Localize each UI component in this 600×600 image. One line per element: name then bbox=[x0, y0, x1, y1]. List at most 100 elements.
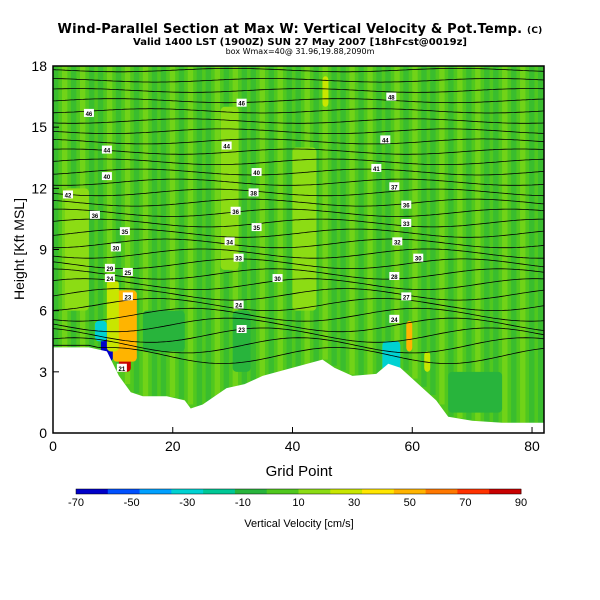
isentrope-label: 24 bbox=[233, 300, 244, 310]
velocity-streak bbox=[277, 66, 283, 372]
velocity-streak bbox=[475, 66, 481, 421]
isentrope-label-text: 40 bbox=[104, 175, 111, 181]
isentrope-line bbox=[53, 288, 544, 301]
isentrope-label: 35 bbox=[119, 227, 130, 236]
isentrope-line bbox=[53, 298, 544, 311]
velocity-streak bbox=[340, 66, 346, 371]
isentrope-label-box bbox=[401, 292, 412, 301]
isentrope-label-box bbox=[272, 274, 283, 283]
isentrope-line bbox=[53, 327, 544, 343]
velocity-cell bbox=[424, 351, 431, 372]
isentrope-label: 36 bbox=[89, 210, 100, 220]
isentrope-label: 28 bbox=[389, 272, 400, 281]
isentrope-label-text: 24 bbox=[107, 277, 114, 283]
terrain bbox=[53, 347, 544, 433]
title-mark: (C) bbox=[527, 26, 543, 36]
isentrope-label-text: 24 bbox=[235, 304, 242, 310]
velocity-streak bbox=[214, 66, 221, 397]
isentrope-line bbox=[53, 248, 544, 259]
velocity-cell bbox=[448, 371, 503, 413]
isentrope-label-text: 36 bbox=[92, 214, 99, 220]
velocity-streak bbox=[466, 66, 472, 420]
isentrope-line bbox=[53, 118, 544, 124]
velocity-streak bbox=[187, 66, 194, 405]
chart-title: Wind-Parallel Section at Max W: Vertical… bbox=[57, 22, 543, 37]
isentrope-label: 29 bbox=[104, 263, 115, 273]
velocity-streak bbox=[268, 66, 274, 375]
velocity-streak bbox=[376, 66, 382, 374]
colorbar-swatch bbox=[203, 489, 236, 494]
isentrope-label-text: 44 bbox=[104, 149, 111, 155]
isentrope-label: 41 bbox=[371, 163, 382, 173]
isentrope-label-text: 44 bbox=[382, 138, 389, 144]
velocity-cell bbox=[406, 320, 413, 352]
isentrope-line bbox=[53, 307, 544, 322]
isentrope-label-box bbox=[389, 272, 400, 281]
velocity-streak bbox=[493, 66, 499, 423]
isentrope-label: 30 bbox=[110, 243, 121, 252]
colorbar-swatch bbox=[76, 489, 109, 494]
y-tick-label: 12 bbox=[31, 180, 47, 196]
colorbar-label: Vertical Velocity [cm/s] bbox=[244, 518, 353, 530]
velocity-streak bbox=[538, 66, 544, 423]
isentrope-line bbox=[53, 317, 544, 333]
isentrope-label-text: 36 bbox=[403, 204, 410, 210]
isentrope-label-box bbox=[101, 145, 112, 154]
isentrope-label-box bbox=[236, 98, 247, 107]
isentrope-label-box bbox=[224, 237, 235, 246]
y-tick-label: 3 bbox=[39, 364, 47, 380]
isentrope-label: 35 bbox=[251, 223, 262, 232]
isentrope-label-text: 28 bbox=[391, 275, 398, 281]
isentrope-label-box bbox=[101, 172, 112, 181]
colorbar-swatch bbox=[425, 489, 458, 494]
isentrope-label-text: 24 bbox=[391, 318, 398, 324]
colorbar: -70 -50 -30 -10 10 30 50 70 90 bbox=[68, 488, 527, 509]
isentrope-label-text: 35 bbox=[253, 226, 260, 232]
velocity-streak bbox=[430, 66, 436, 395]
isentrope-label-text: 21 bbox=[119, 367, 126, 373]
velocity-streak bbox=[502, 66, 508, 423]
velocity-streak bbox=[115, 66, 122, 370]
velocity-streak bbox=[439, 66, 445, 405]
colorbar-swatch bbox=[139, 489, 172, 494]
velocity-streak bbox=[511, 66, 517, 423]
isentrope-label: 48 bbox=[386, 92, 397, 102]
y-tick-label: 18 bbox=[31, 58, 47, 74]
isentrope-label-box bbox=[251, 168, 262, 177]
isentrope-label-text: 33 bbox=[403, 222, 410, 228]
isentrope-label: 34 bbox=[224, 237, 235, 246]
isentrope-label: 44 bbox=[221, 141, 232, 151]
isentrope-label-text: 33 bbox=[235, 257, 242, 263]
isentrope-label: 46 bbox=[83, 108, 94, 118]
isentrope-label-text: 35 bbox=[122, 230, 129, 236]
isentrope-label: 27 bbox=[401, 292, 412, 301]
velocity-streak bbox=[412, 66, 418, 379]
colorbar-swatch bbox=[234, 489, 268, 494]
isentrope-label-text: 44 bbox=[223, 145, 230, 151]
isentrope-label: 33 bbox=[233, 253, 244, 263]
isentrope-label-text: 27 bbox=[403, 295, 410, 301]
isentrope-line bbox=[53, 258, 544, 269]
isentrope-label-box bbox=[233, 253, 244, 262]
isentrope-label-box bbox=[389, 314, 400, 323]
colorbar-swatch bbox=[171, 489, 204, 494]
velocity-streak bbox=[286, 66, 292, 370]
isentrope-label: 23 bbox=[122, 292, 133, 301]
isentrope-label: 40 bbox=[251, 168, 262, 177]
isentrope-label-box bbox=[371, 163, 382, 172]
isentrope-label-box bbox=[83, 108, 94, 117]
y-axis-label: Height [Kft MSL] bbox=[11, 198, 27, 300]
isentrope-label-text: 42 bbox=[65, 193, 72, 199]
isentrope-label-text: 30 bbox=[274, 277, 281, 283]
isentrope-label: 42 bbox=[62, 190, 73, 199]
isentrope-label-box bbox=[104, 274, 115, 283]
isentrope-line bbox=[53, 158, 544, 165]
colorbar-swatch bbox=[298, 489, 331, 494]
isentrope-line bbox=[53, 138, 544, 145]
isentrope-line bbox=[53, 218, 544, 228]
isentrope-line bbox=[53, 78, 544, 83]
isentrope-label-text: 29 bbox=[107, 267, 114, 273]
x-tick-label: 80 bbox=[524, 438, 540, 454]
isentrope-label: 24 bbox=[389, 314, 400, 324]
velocity-cell bbox=[382, 341, 401, 372]
